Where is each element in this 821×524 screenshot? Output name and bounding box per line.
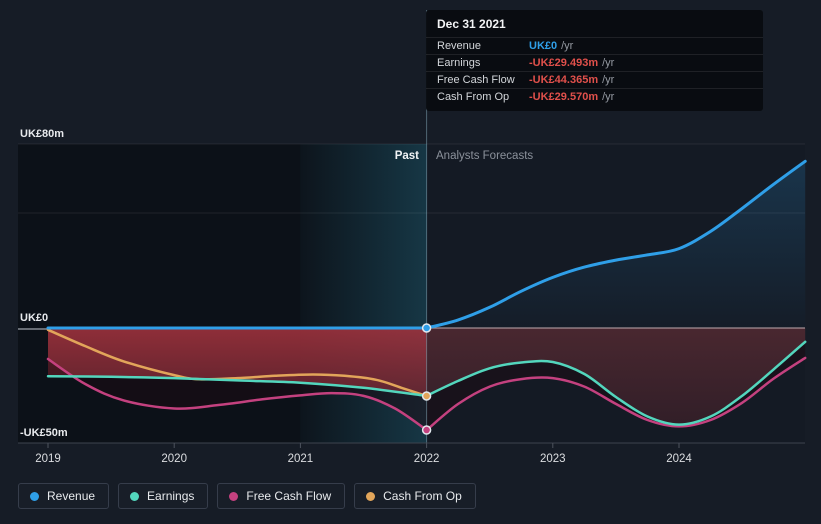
tooltip-row-free-cash-flow: Free Cash Flow -UK£44.365m /yr (426, 71, 763, 88)
revenue-line-forecast (425, 159, 807, 330)
earnings-fcf-area (48, 341, 806, 430)
tooltip-row-value: UK£0 (529, 40, 558, 52)
legend-item-earnings[interactable]: Earnings (118, 483, 209, 509)
marker-dot[interactable] (421, 323, 432, 333)
tooltip-row-value: -UK£29.493m (529, 57, 599, 69)
revenue-series-dot-icon (30, 491, 39, 501)
cash-from-op-line (46, 328, 428, 398)
legend-label: Free Cash Flow (246, 489, 332, 503)
x-axis-label: 2024 (666, 453, 692, 465)
x-axis-label: 2021 (288, 453, 314, 465)
loss-area-forecast (426, 328, 806, 425)
free-cash-flow-series-dot-icon (229, 491, 239, 501)
tooltip-row-suffix: /yr (602, 91, 615, 103)
free-cash-flow-line-past (46, 357, 428, 432)
legend-item-free-cash-flow[interactable]: Free Cash Flow (217, 483, 346, 509)
y-axis-label: UK£80m (20, 128, 64, 140)
chart-canvas[interactable]: 2019 2020 2021 2022 2023 2024 UK£80m UK£0 -UK£50… (0, 0, 821, 470)
analysts-forecasts-label: Analysts Forecasts (436, 150, 534, 162)
tooltip-row-suffix: /yr (561, 40, 574, 52)
legend-label: Earnings (147, 489, 195, 503)
tooltip-row-revenue: Revenue UK£0 /yr (426, 37, 763, 54)
x-axis-label: 2022 (414, 453, 440, 465)
y-axis-label: -UK£50m (20, 427, 68, 439)
tooltip-title: Dec 31 2021 (437, 17, 506, 31)
earnings-line-forecast (425, 340, 807, 426)
earnings-line-past (46, 375, 428, 398)
x-axis-label: 2019 (35, 453, 61, 465)
legend-item-cash-from-op[interactable]: Cash From Op (354, 483, 476, 509)
tooltip: Dec 31 2021 Revenue UK£0 /yr Earnings -U… (426, 10, 763, 111)
x-axis-label: 2023 (540, 453, 566, 465)
cash-from-op-series-dot-icon (366, 491, 376, 501)
tooltip-row-value: -UK£29.570m (529, 91, 599, 103)
earnings-series-dot-icon (130, 491, 140, 501)
free-cash-flow-line-forecast (425, 356, 807, 432)
legend: Revenue Earnings Free Cash Flow Cash Fro… (18, 483, 476, 509)
tooltip-row-suffix: /yr (602, 57, 615, 69)
legend-label: Revenue (47, 489, 96, 503)
tooltip-row-suffix: /yr (602, 74, 615, 86)
y-axis-label: UK£0 (20, 312, 48, 324)
tooltip-row-earnings: Earnings -UK£29.493m /yr (426, 54, 763, 71)
tooltip-row-cash-from-op: Cash From Op -UK£29.570m /yr (426, 88, 763, 105)
tooltip-row-label: Earnings (437, 57, 481, 69)
legend-item-revenue[interactable]: Revenue (18, 483, 110, 509)
x-axis-label: 2020 (161, 453, 187, 465)
tooltip-row-label: Cash From Op (437, 91, 510, 103)
marker-dot[interactable] (421, 425, 432, 435)
legend-label: Cash From Op (383, 489, 462, 503)
tooltip-row-value: -UK£44.365m (529, 74, 599, 86)
past-label: Past (394, 150, 419, 162)
loss-area-past (48, 328, 427, 396)
marker-dot[interactable] (421, 391, 432, 401)
revenue-area (426, 161, 806, 328)
tooltip-row-label: Free Cash Flow (437, 74, 515, 86)
tooltip-row-label: Revenue (437, 40, 482, 52)
